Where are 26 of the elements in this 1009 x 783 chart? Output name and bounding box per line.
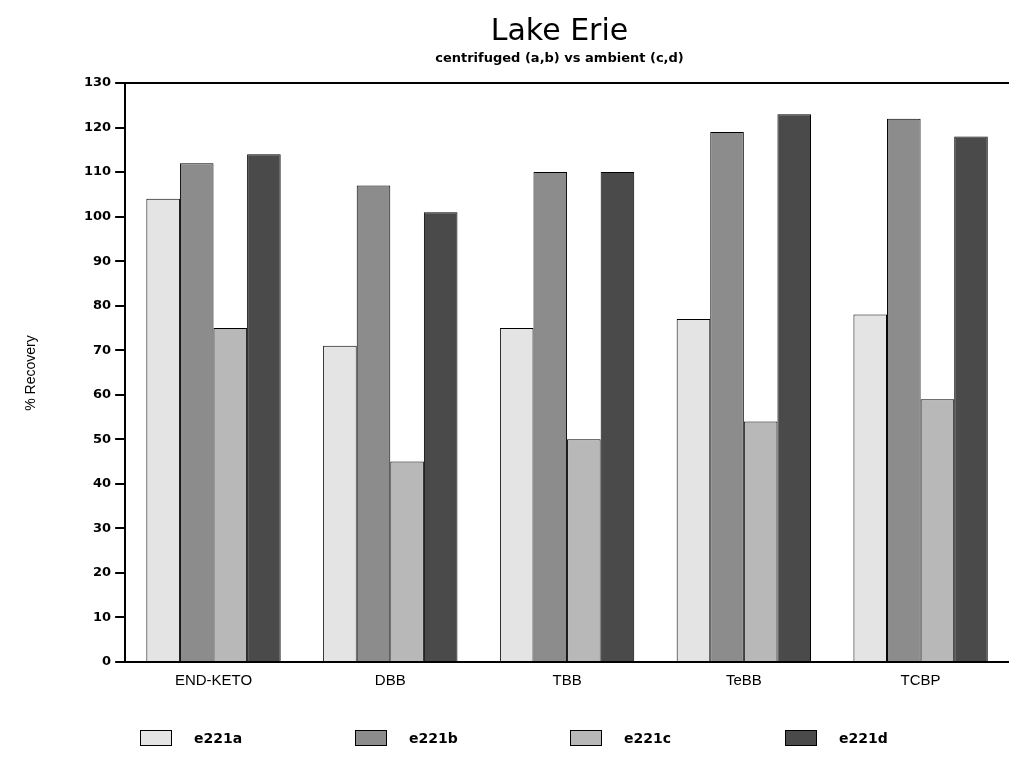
y-tick-label: 70 xyxy=(93,341,112,357)
legend-label: e221d xyxy=(839,730,888,746)
y-tick-label: 50 xyxy=(93,430,112,446)
chart-title: Lake Erie xyxy=(489,12,630,47)
x-tick-label: DBB xyxy=(374,671,406,689)
legend-label: e221a xyxy=(194,730,243,746)
y-tick-label: 90 xyxy=(93,252,112,268)
y-tick-label: 130 xyxy=(84,74,112,90)
y-tick-label: 80 xyxy=(93,297,112,313)
x-tick-label: TeBB xyxy=(725,671,762,689)
y-tick-label: 110 xyxy=(84,163,112,179)
legend-label: e221c xyxy=(624,730,672,746)
y-tick-label: 0 xyxy=(102,653,112,669)
y-tick-label: 20 xyxy=(93,564,112,580)
chart-subtitle: centrifuged (a,b) vs ambient (c,d) xyxy=(434,50,685,65)
y-tick-label: 60 xyxy=(93,386,112,402)
y-tick-label: 10 xyxy=(93,608,112,624)
y-tick-label: 30 xyxy=(93,519,112,535)
y-axis-title: % Recovery xyxy=(22,334,38,413)
x-tick-label: END-KETO xyxy=(174,671,253,689)
y-tick-label: 40 xyxy=(93,475,112,491)
x-tick-label: TBB xyxy=(552,671,582,689)
x-tick-label: TCBP xyxy=(900,671,941,689)
y-tick-label: 120 xyxy=(84,118,112,134)
y-tick-label: 100 xyxy=(84,207,112,223)
legend-label: e221b xyxy=(409,730,458,746)
